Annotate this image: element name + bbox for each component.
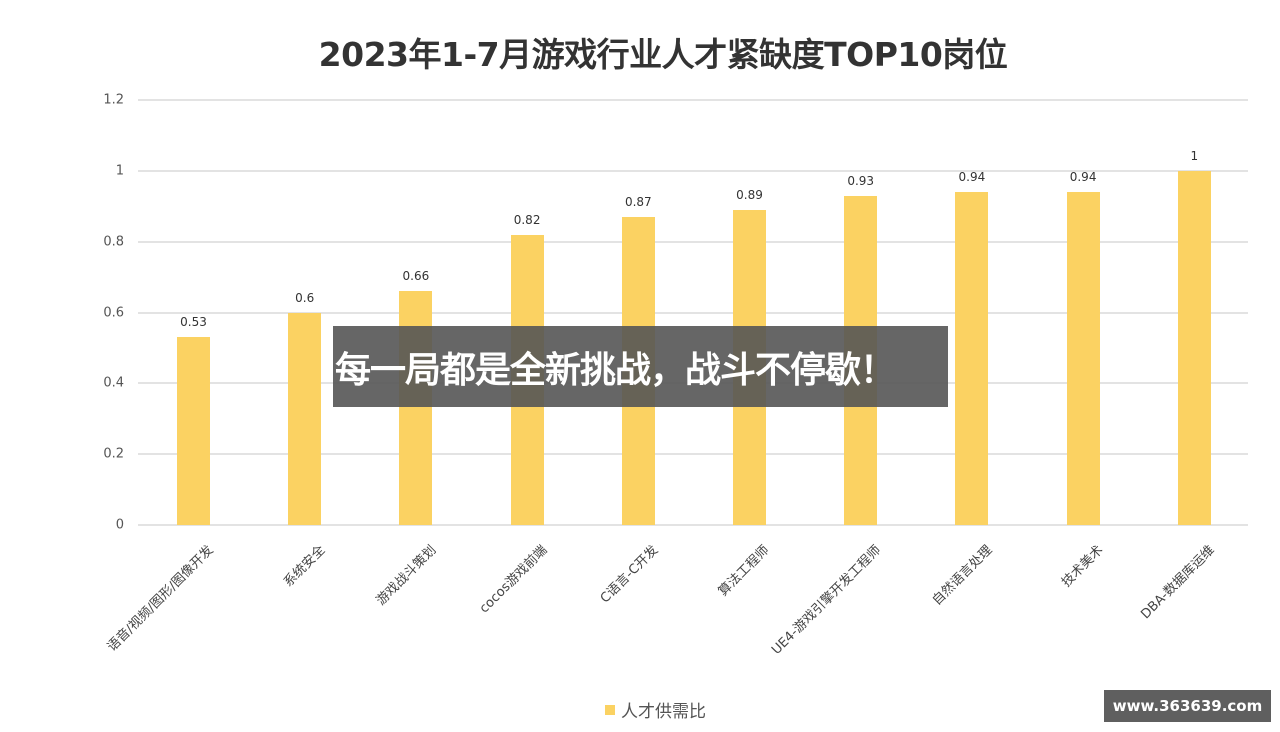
gridline (138, 170, 1248, 172)
data-label: 0.82 (513, 212, 541, 227)
y-tick-label: 0.4 (103, 375, 124, 391)
bar[interactable] (177, 337, 210, 525)
data-label: 0.94 (1069, 170, 1097, 185)
x-tick-label: cocos游戏前端 (477, 542, 551, 617)
y-tick-label: 0 (115, 517, 124, 533)
y-tick-label: 0.2 (103, 446, 124, 462)
overlay-banner-text: 每一局都是全新挑战，战斗不停歇！ (335, 349, 896, 391)
data-label: 0.89 (736, 187, 763, 202)
x-tick-label: C语言-C开发 (598, 542, 662, 607)
x-tick-label: DBA-数据库运维 (1138, 542, 1218, 623)
gridline (138, 240, 1248, 243)
legend-swatch-icon (605, 704, 615, 715)
watermark-text: www.363639.com (1112, 697, 1263, 715)
x-tick-label: 游戏战斗策划 (373, 542, 440, 609)
gridline (138, 311, 1248, 314)
y-tick-label: 0.6 (103, 305, 124, 321)
legend-label: 人才供需比 (621, 702, 706, 722)
y-tick-label: 0.8 (103, 234, 124, 250)
bar[interactable] (955, 192, 989, 525)
data-label: 1 (1190, 149, 1199, 163)
gridline (138, 524, 1248, 526)
bar[interactable] (1177, 171, 1211, 525)
overlay-banner: 每一局都是全新挑战，战斗不停歇！ (333, 326, 948, 407)
x-tick-label: 自然语言处理 (929, 542, 996, 609)
data-label: 0.53 (180, 315, 207, 330)
y-tick-label: 1 (115, 163, 124, 179)
gridline (138, 453, 1248, 456)
data-label: 0.87 (624, 195, 652, 210)
x-tick-label: 系统安全 (280, 542, 329, 591)
data-label: 0.66 (402, 269, 430, 284)
data-label: 0.93 (847, 173, 875, 188)
chart-title: 2023年1-7月游戏行业人才紧缺度TOP10岗位 (318, 35, 1008, 74)
x-tick-label: 算法工程师 (716, 542, 773, 600)
data-label: 0.94 (958, 170, 986, 185)
data-label: 0.6 (295, 290, 315, 305)
bar[interactable] (1066, 192, 1100, 525)
legend[interactable]: 人才供需比 (605, 697, 706, 722)
y-tick-label: 1.2 (103, 92, 124, 108)
gridline (138, 99, 1248, 102)
bar[interactable] (288, 312, 322, 525)
x-tick-label: UE4-游戏引擎开发工程师 (769, 542, 885, 658)
watermark: www.363639.com (1104, 690, 1271, 722)
x-tick-label: 技术美术 (1059, 542, 1107, 591)
x-tick-label: 语音/视频/图形/图像开发 (105, 542, 217, 655)
